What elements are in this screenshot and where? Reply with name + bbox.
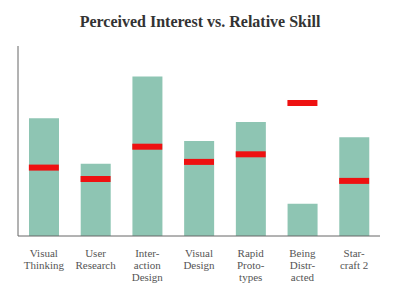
svg-text:UserResearch: UserResearch: [75, 247, 116, 271]
svg-text:Inter-actionDesign: Inter-actionDesign: [132, 247, 164, 283]
svg-text:Star-craft 2: Star-craft 2: [340, 247, 368, 271]
svg-text:BeingDistr-acted: BeingDistr-acted: [289, 247, 316, 283]
svg-text:RapidProto-types: RapidProto-types: [237, 247, 265, 283]
svg-text:VisualThinking: VisualThinking: [24, 247, 65, 271]
svg-text:VisualDesign: VisualDesign: [183, 247, 215, 271]
html-text:Perceived Interest vs. Relativ: Perceived Interest vs. Relative Skill: [79, 13, 321, 30]
